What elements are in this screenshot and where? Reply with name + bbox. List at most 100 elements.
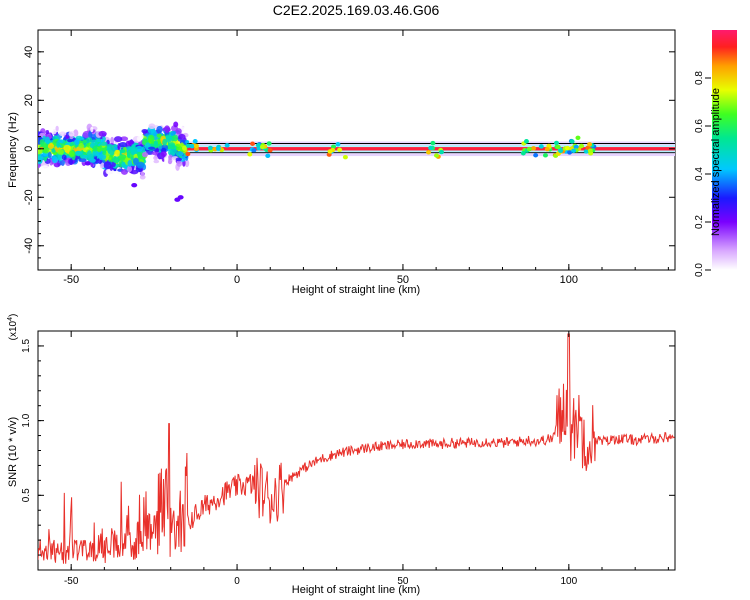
noise-blob: [98, 130, 107, 137]
y-tick-label: -20: [23, 189, 35, 205]
noise-blob: [38, 155, 43, 164]
noise-blob: [90, 126, 94, 133]
noise-blob: [82, 139, 87, 144]
carrier-blob: [544, 146, 550, 152]
spectrogram-axes: -50 0 50 100 40 20 0 -20 -40: [23, 30, 675, 286]
carrier-blob: [331, 144, 337, 149]
noise-blob: [69, 142, 74, 147]
noise-blob: [74, 138, 80, 146]
carrier-blob: [335, 142, 341, 147]
carrier-blob: [538, 144, 544, 149]
noise-blob: [181, 170, 186, 175]
carrier-blob: [555, 144, 561, 150]
spectrogram-panel: -50 0 50 100 40 20 0 -20 -40 Height of straight …: [7, 29, 676, 296]
noise-blob: [185, 140, 190, 144]
noise-blob: [180, 142, 184, 148]
noise-blob: [58, 165, 64, 173]
noise-blob: [158, 146, 163, 150]
colorbar-tick-label: 0.6: [694, 119, 705, 133]
noise-blob: [148, 138, 153, 143]
noise-blob: [47, 143, 54, 150]
noise-blob: [184, 159, 190, 168]
noise-blob: [148, 146, 156, 150]
noise-blob: [162, 138, 168, 146]
noise-blob: [66, 122, 71, 131]
noise-blob: [145, 120, 149, 126]
colorbar-label: Normalized spectral amplitude: [710, 88, 722, 236]
noise-blob: [163, 125, 171, 134]
noise-blob: [163, 119, 167, 124]
noise-blob: [153, 139, 159, 147]
carrier-blob: [558, 148, 564, 154]
colorbar-ticks: 0.0 0.2 0.4 0.6 0.8: [694, 71, 711, 277]
carrier-blob: [575, 135, 581, 140]
carrier-blob: [531, 146, 537, 151]
noise-blob: [45, 129, 50, 135]
carrier-blob: [266, 141, 272, 146]
noise-blob: [120, 168, 128, 175]
spectrogram-ylabel: Frequency (Hz): [7, 112, 19, 188]
noise-blob: [182, 145, 187, 151]
snr-axes: -50 0 50 100 0.5 1.0 1.5: [21, 331, 675, 587]
noise-blob: [157, 139, 162, 145]
y-tick-label: 0: [23, 146, 35, 152]
noise-blob: [75, 150, 83, 155]
noise-blob: [61, 154, 67, 161]
noise-blob: [99, 141, 108, 146]
spectrogram-marks: [38, 112, 675, 202]
carrier-blob: [571, 148, 577, 154]
y-tick-label: -40: [23, 238, 35, 254]
x-tick-label: 100: [560, 274, 578, 286]
noise-blob: [127, 165, 133, 173]
noise-blob: [102, 150, 107, 155]
noise-blob: [97, 146, 102, 153]
noise-blob: [63, 144, 71, 152]
isolated-blob: [131, 182, 138, 188]
colorbar: 0.0 0.2 0.4 0.6 0.8 Normalized spectral ampl…: [694, 30, 737, 277]
noise-blob: [155, 148, 160, 153]
noise-blob: [175, 146, 181, 151]
noise-blob: [58, 139, 63, 143]
noise-blob: [132, 157, 139, 166]
noise-blob: [153, 155, 158, 161]
carrier-blob: [327, 149, 333, 154]
noise-blob: [153, 159, 160, 164]
noise-blob: [47, 151, 52, 159]
noise-blob: [57, 149, 65, 155]
noise-blob: [175, 128, 182, 135]
spectrogram-xlabel: Height of straight line (km): [292, 284, 420, 296]
figure-title: C2E2.2025.169.03.46.G06: [273, 2, 440, 18]
noise-blob: [108, 156, 112, 161]
noise-blob: [136, 135, 142, 142]
noise-blob: [126, 146, 132, 150]
noise-blob: [160, 147, 167, 153]
noise-blob: [88, 130, 93, 139]
carrier-blob: [251, 148, 257, 153]
x-tick-label: 100: [560, 576, 577, 587]
carrier-blob: [267, 148, 273, 153]
carrier-blob: [526, 146, 532, 152]
noise-blob: [55, 125, 59, 131]
isolated-blob: [174, 197, 181, 202]
carrier-blob: [569, 139, 575, 144]
noise-blob: [39, 138, 45, 146]
noise-blob: [88, 158, 96, 163]
carrier-blob: [250, 141, 256, 146]
y-tick-label: 20: [23, 94, 35, 106]
noise-blob: [156, 125, 163, 134]
x-tick-label: 50: [397, 576, 409, 587]
noise-blob: [112, 157, 120, 164]
noise-blob: [92, 150, 99, 157]
noise-blob: [137, 151, 142, 158]
noise-blob: [148, 123, 156, 130]
carrier-blob: [583, 149, 589, 154]
carrier-blob: [567, 150, 573, 155]
noise-blob: [172, 134, 179, 142]
carrier-blob: [193, 143, 199, 149]
noise-blob: [118, 142, 127, 148]
carrier-blob: [565, 145, 571, 151]
carrier-blob: [523, 139, 529, 144]
noise-blob: [178, 133, 186, 140]
noise-blob: [69, 158, 73, 165]
carrier-blob: [426, 150, 432, 155]
